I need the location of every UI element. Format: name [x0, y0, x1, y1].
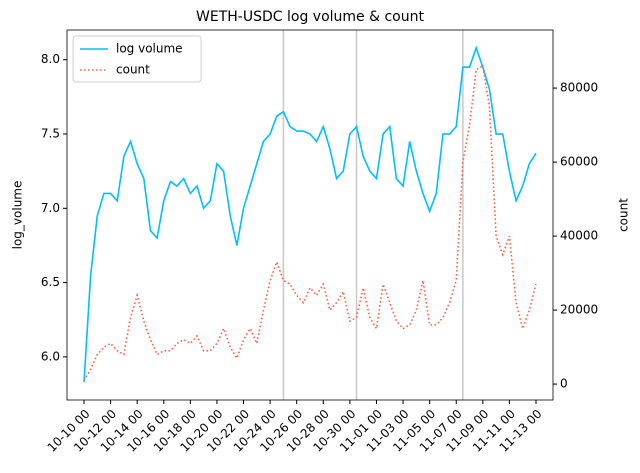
- y2-tick-label: 0: [560, 377, 568, 391]
- y-tick-label: 7.5: [41, 127, 60, 141]
- chart-title: WETH-USDC log volume & count: [196, 9, 424, 25]
- y-axis-label: log_volume: [11, 181, 25, 250]
- legend-label: log volume: [116, 42, 183, 56]
- y-tick-label: 7.0: [41, 201, 60, 215]
- y2-axis-label: count: [617, 198, 631, 232]
- y-tick-label: 6.0: [41, 349, 60, 363]
- series-line: [83, 64, 537, 381]
- series-line: [83, 45, 537, 383]
- y2-tick-label: 20000: [560, 303, 598, 317]
- legend-label: count: [116, 63, 150, 77]
- y-tick-label: 8.0: [41, 52, 60, 66]
- y2-tick-label: 80000: [560, 81, 598, 95]
- plot-frame: [66, 29, 554, 401]
- y2-tick-label: 40000: [560, 229, 598, 243]
- y-tick-label: 6.5: [41, 275, 60, 289]
- y2-tick-label: 60000: [560, 155, 598, 169]
